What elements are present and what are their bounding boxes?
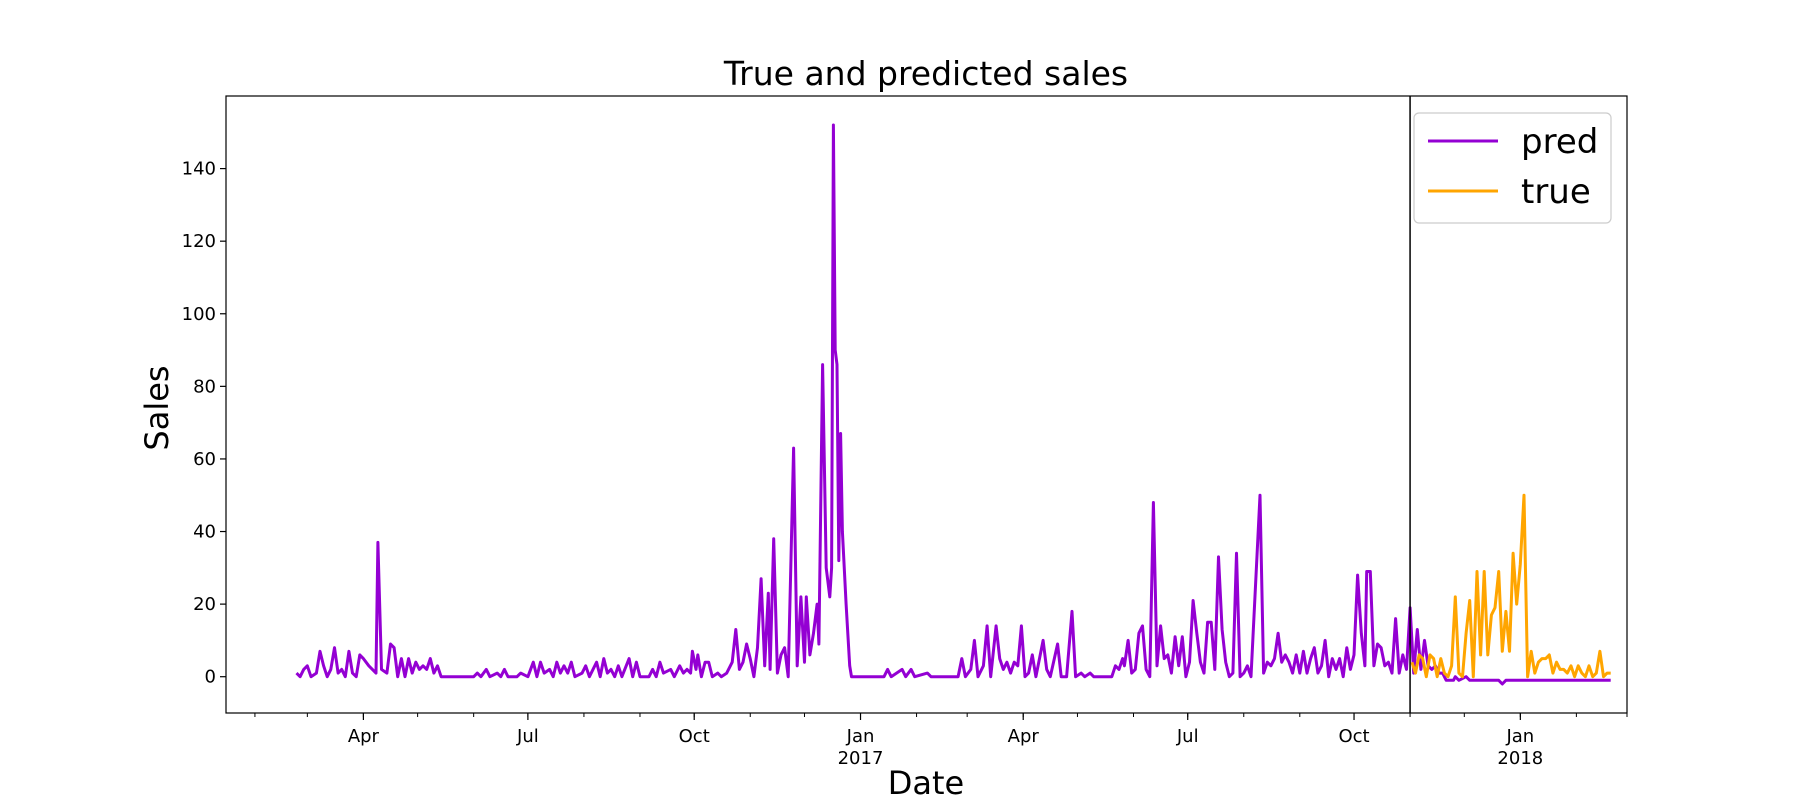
x-tick-label: Apr (348, 726, 380, 747)
x-tick-label: Jan (846, 726, 875, 747)
x-tick-year-label: 2017 (838, 748, 884, 769)
y-tick-label: 0 (205, 667, 216, 688)
legend-label-true: true (1521, 172, 1591, 212)
x-tick-label: Oct (679, 726, 710, 747)
chart-title: True and predicted sales (723, 54, 1128, 93)
y-tick-label: 120 (182, 231, 216, 252)
y-tick-label: 20 (193, 594, 216, 615)
x-tick-label: Jan (1505, 726, 1534, 747)
x-tick-year-label: 2018 (1497, 748, 1543, 769)
x-tick-label: Apr (1008, 726, 1040, 747)
y-tick-label: 140 (182, 159, 216, 180)
x-tick-label: Jul (1176, 726, 1199, 747)
legend-label-pred: pred (1521, 122, 1598, 162)
series-line-true (1410, 493, 1611, 679)
y-tick-label: 60 (193, 449, 216, 470)
y-axis-label: Sales (138, 365, 176, 450)
y-tick-label: 80 (193, 376, 216, 397)
series-line-pred (295, 123, 1611, 686)
x-tick-label: Oct (1338, 726, 1369, 747)
y-tick-label: 40 (193, 522, 216, 543)
x-tick-label: Jul (516, 726, 539, 747)
y-tick-label: 100 (182, 304, 216, 325)
x-axis-label: Date (888, 764, 964, 797)
plot-frame (225, 95, 1628, 714)
